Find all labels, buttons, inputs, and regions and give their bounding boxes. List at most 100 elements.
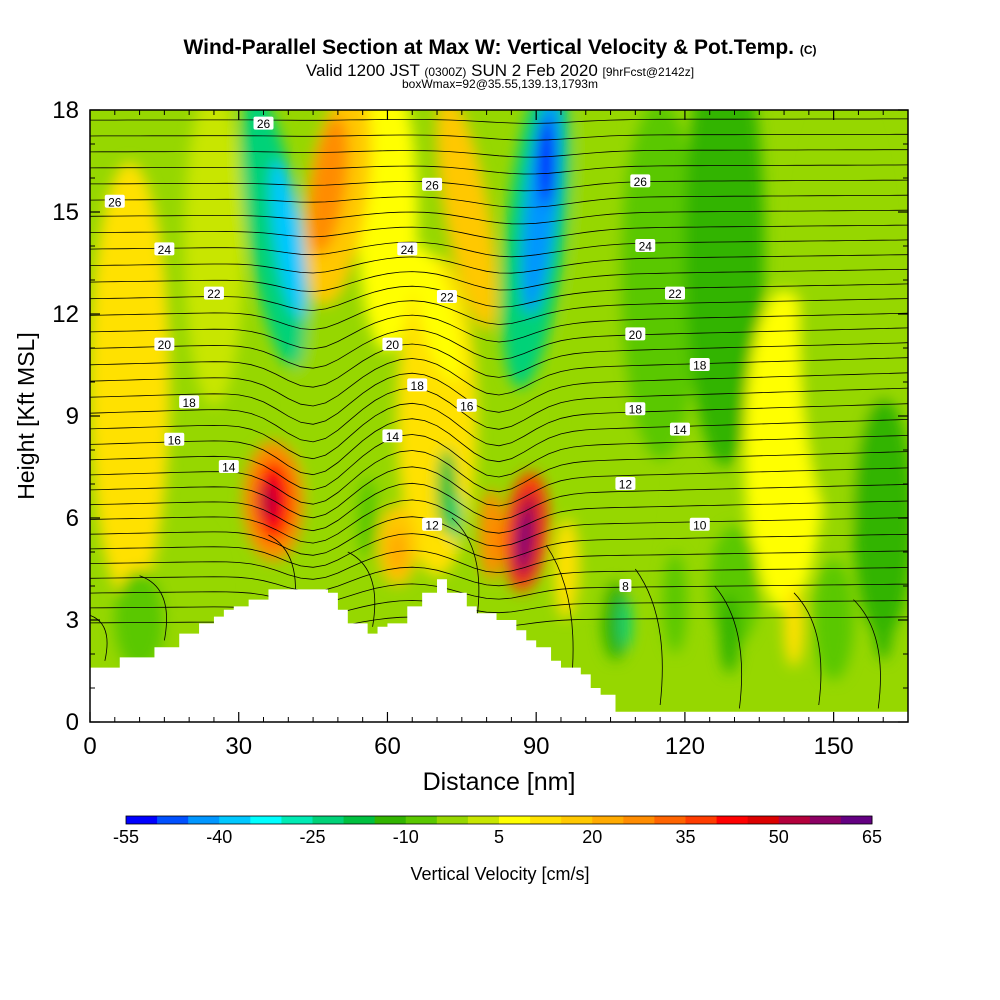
contour-label-box [619,579,632,592]
velocity-cell [450,493,463,543]
contour-label-box [218,460,239,473]
y-tick-label: 12 [52,301,79,328]
isentrope-line [90,387,908,443]
contour-label-box [179,395,200,409]
isentrope-line [90,615,108,661]
velocity-cell [719,593,740,674]
colorbar-swatch [623,816,655,824]
contour-label-text: 12 [619,478,633,492]
contour-label: 12 [615,477,636,492]
y-axis-label: Height [Kft MSL] [13,332,39,499]
isentrope-line [90,482,908,532]
contour-label: 20 [154,337,175,352]
contour-label: 16 [164,432,185,447]
contour-label-text: 26 [257,117,271,131]
contour-label: 8 [619,579,632,594]
colorbar-swatch [778,816,811,824]
x-tick-label: 60 [374,733,401,760]
velocity-cell [183,110,244,406]
contour-label-box [203,286,224,300]
contour-label-text: 14 [222,461,236,475]
contour-label-text: 24 [158,243,172,257]
isentrope-line [90,342,908,388]
contour-label-box [104,194,125,208]
axes: 0 30 60 90 120 150 0 3 6 9 12 15 18 [52,97,908,760]
isentrope-line [90,372,908,425]
isentrope-line [90,516,908,556]
velocity-cell [479,490,504,580]
colorbar-swatch [561,816,593,824]
isentrope-line [139,575,167,641]
contour-label: 22 [203,286,224,301]
isentrope-line [90,133,908,141]
velocity-cell [783,586,804,667]
contour-label: 14 [218,460,239,475]
contour-label: 14 [382,429,403,444]
contour-label: 20 [382,337,403,352]
isentrope-line [90,434,908,491]
colorbar-swatch [157,816,189,824]
isentrope-line [90,600,908,617]
isentrope-line [635,568,663,706]
isentrope-line [90,466,908,519]
isentrope-line [545,544,574,689]
contour-label-box [397,242,418,256]
velocity-cell [387,530,408,574]
contour-label-box [436,290,457,303]
isentrope-line [853,599,881,709]
contour-label: 26 [630,174,651,189]
contour-label-box [669,422,690,436]
isentrope-line [90,103,908,106]
velocity-cell [159,526,220,646]
contour-label-box [689,358,710,371]
velocity-cell [90,162,170,602]
velocity-blobs [90,110,908,680]
colorbar-swatch [809,816,842,824]
x-axis-label: Distance [nm] [423,768,576,796]
chart-subtitle: Valid 1200 JST (0300Z) SUN 2 Feb 2020 [9… [0,61,1000,81]
contour-label-box [154,242,175,256]
contour-label-box [382,337,403,351]
contour-label-text: 18 [693,359,707,373]
y-tick-label: 9 [66,403,79,430]
colorbar-swatch [592,816,624,824]
contour-label-box [407,378,428,392]
isentrope-line [90,298,908,331]
isentrope-line [90,327,908,369]
x-tick-label: 120 [665,733,705,760]
contour-label-box [630,174,651,188]
colorbar-swatch [747,816,780,824]
valid-time: Valid 1200 JST [305,61,420,80]
contour-label-text: 16 [460,399,474,413]
contour-label-text: 18 [629,403,643,417]
isentrope-line [90,118,908,124]
y-tick-label: 3 [66,607,79,634]
colorbar-swatch [499,816,531,824]
colorbar-tick-label: 50 [769,827,789,847]
x-tick-label: 150 [814,733,854,760]
y-tick-label: 18 [52,97,79,124]
velocity-cell [436,110,497,331]
colorbar-swatch [374,816,407,824]
velocity-cell [873,580,894,660]
contour-label-box [615,477,636,490]
velocity-cell [619,598,632,649]
contour-label: 18 [689,358,710,373]
velocity-cell [357,110,418,352]
isentrope-line [90,179,908,192]
contour-label-box [154,337,175,351]
x-tick-label: 90 [523,733,550,760]
colorbar-swatch [188,816,220,824]
isentrope-line [793,592,822,706]
contour-label-box [689,517,710,531]
velocity-cell [411,246,463,382]
isentrope-line [90,149,908,158]
terrain-mask [90,579,908,722]
velocity-cell [684,110,765,466]
valid-date: SUN 2 Feb 2020 [471,61,598,80]
isentrope-line [90,357,908,407]
colorbar-tick-label: 20 [582,827,602,847]
colorbar-swatch [343,816,376,824]
velocity-cell [813,560,854,680]
